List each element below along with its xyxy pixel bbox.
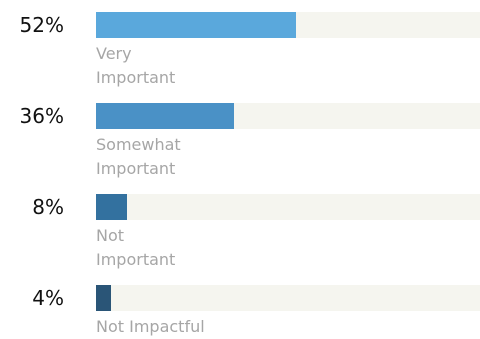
bar (96, 285, 111, 311)
category-label: Very Important (96, 44, 176, 87)
value-label: 52% (19, 13, 64, 37)
value-label: 8% (32, 195, 64, 219)
bar-track (96, 194, 480, 220)
bar-track (96, 103, 480, 129)
bar (96, 194, 127, 220)
bar (96, 12, 296, 38)
bar-track (96, 285, 480, 311)
category-label: Somewhat Important (96, 135, 181, 178)
bar (96, 103, 234, 129)
bar-track (96, 12, 480, 38)
category-label: Not Impactful (96, 317, 205, 336)
category-label: Not Important (96, 226, 176, 269)
value-label: 36% (19, 104, 64, 128)
value-label: 4% (32, 286, 64, 310)
